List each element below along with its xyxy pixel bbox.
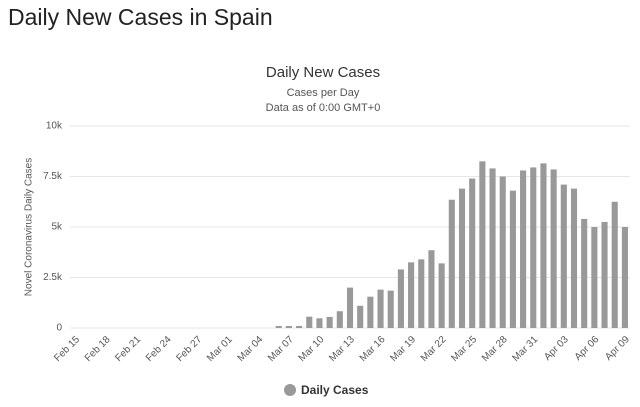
bar <box>458 188 466 328</box>
x-tick-label: Mar 01 <box>205 334 235 364</box>
bar <box>509 190 516 328</box>
x-tick-label: Mar 28 <box>480 334 510 364</box>
bar <box>387 290 394 328</box>
x-tick-label: Feb 21 <box>113 334 143 364</box>
x-tick-label: Mar 04 <box>236 334 266 364</box>
y-tick-label: 0 <box>56 323 62 334</box>
y-axis-label: Novel Coronavirus Daily Cases <box>24 158 35 296</box>
bar <box>560 184 567 328</box>
bar <box>540 163 547 328</box>
x-tick-label: Apr 09 <box>603 334 632 363</box>
y-tick-label: 2.5k <box>43 272 63 283</box>
bar <box>499 176 506 328</box>
bar <box>336 311 343 328</box>
y-tick-label: 10k <box>46 121 63 132</box>
bar <box>601 221 608 328</box>
x-tick-label: Feb 27 <box>174 334 204 364</box>
bar <box>418 259 425 328</box>
bar <box>611 201 618 328</box>
bar <box>296 325 303 328</box>
x-tick-label: Apr 03 <box>542 334 571 363</box>
x-tick-label: Apr 06 <box>573 334 602 363</box>
x-tick-label: Mar 31 <box>510 334 540 364</box>
x-tick-label: Mar 13 <box>327 334 357 364</box>
bar <box>275 325 282 328</box>
bar <box>570 188 578 328</box>
bar <box>285 325 292 328</box>
bar <box>428 250 435 328</box>
chart-title: Daily New Cases <box>266 64 380 81</box>
chart-note: Data as of 0:00 GMT+0 <box>266 102 381 114</box>
bar <box>438 263 445 328</box>
bar <box>621 227 628 328</box>
bar <box>316 318 323 328</box>
x-tick-label: Mar 10 <box>297 334 327 364</box>
page-title: Daily New Cases in Spain <box>8 4 273 30</box>
bar <box>520 170 527 328</box>
x-tick-label: Mar 22 <box>419 334 449 364</box>
x-tick-label: Mar 19 <box>388 334 418 364</box>
legend-swatch <box>284 384 296 396</box>
y-tick-label: 7.5k <box>43 171 63 182</box>
bar <box>550 169 557 328</box>
legend-label: Daily Cases <box>301 383 369 397</box>
x-tick-label: Mar 07 <box>266 334 296 364</box>
bar <box>448 199 455 328</box>
bar <box>469 178 476 328</box>
bar <box>591 227 598 328</box>
x-tick-label: Mar 16 <box>358 334 388 364</box>
x-tick-label: Feb 24 <box>144 334 174 364</box>
chart-subtitle: Cases per Day <box>287 87 360 99</box>
y-tick-label: 5k <box>51 222 63 233</box>
x-tick-label: Feb 18 <box>83 334 113 364</box>
bar <box>357 305 364 328</box>
bar <box>530 167 537 328</box>
bar <box>377 289 384 328</box>
bar <box>489 168 496 328</box>
bar <box>346 287 354 328</box>
bar <box>581 218 588 328</box>
x-tick-label: Feb 15 <box>52 334 82 364</box>
bar <box>479 161 486 328</box>
bar <box>326 316 333 328</box>
bar <box>306 316 313 328</box>
x-tick-label: Mar 25 <box>449 334 479 364</box>
bar <box>397 269 404 328</box>
bar <box>367 296 374 328</box>
bar <box>408 262 415 328</box>
